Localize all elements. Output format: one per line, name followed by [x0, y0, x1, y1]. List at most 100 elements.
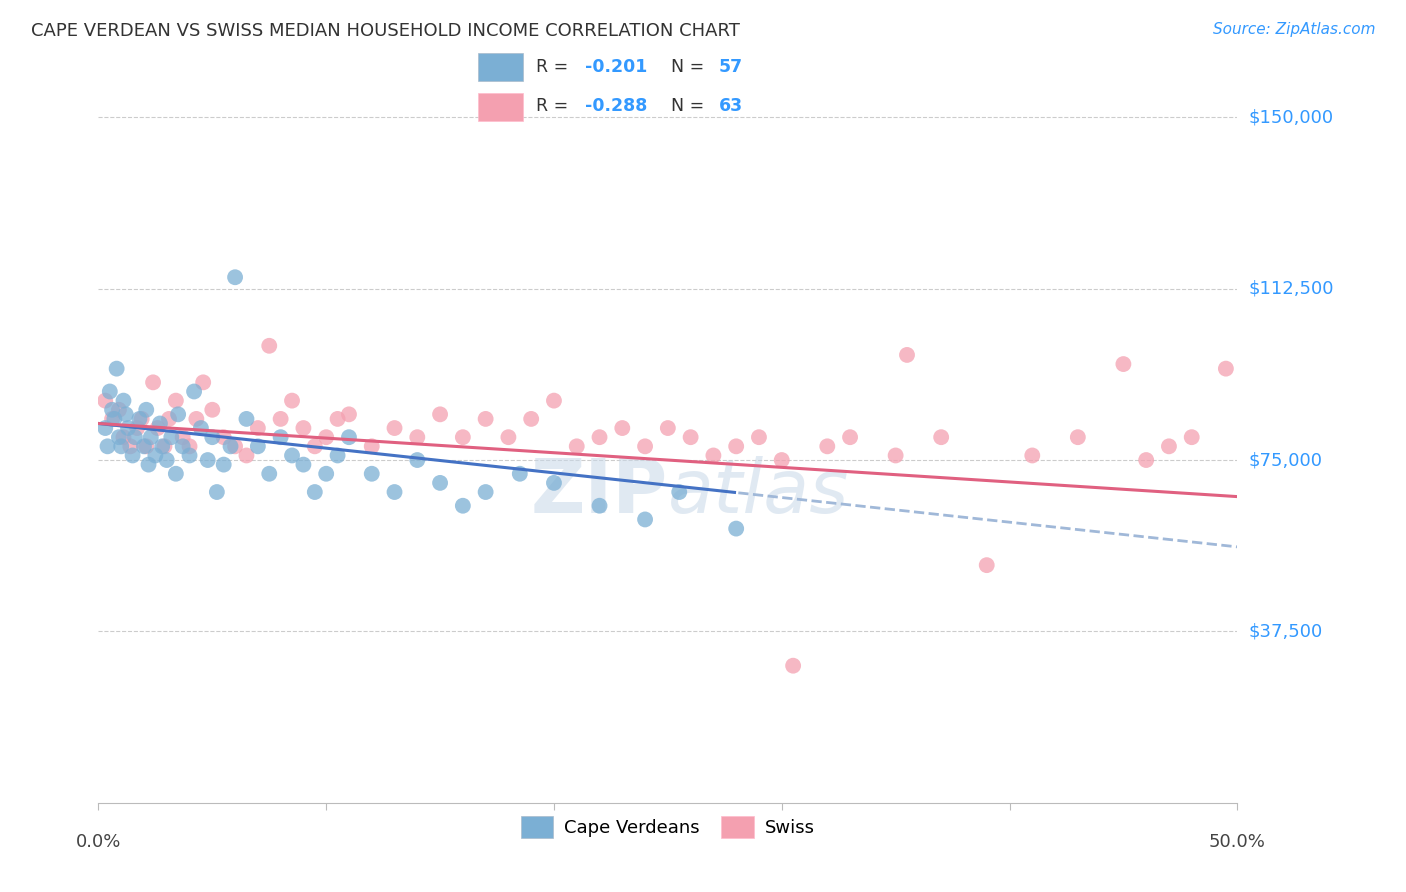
- Text: R =: R =: [536, 59, 574, 77]
- Point: [1067, 430, 1090, 444]
- Point: [1215, 361, 1237, 376]
- Point: [157, 412, 180, 426]
- Point: [121, 449, 143, 463]
- Point: [326, 412, 349, 426]
- Point: [326, 449, 349, 463]
- Point: [224, 270, 246, 285]
- Point: [179, 439, 201, 453]
- Point: [543, 393, 565, 408]
- Point: [929, 430, 952, 444]
- Point: [135, 439, 157, 453]
- Point: [1112, 357, 1135, 371]
- Point: [259, 339, 281, 353]
- Text: $112,500: $112,500: [1249, 280, 1334, 298]
- Legend: Cape Verdeans, Swiss: Cape Verdeans, Swiss: [513, 809, 823, 846]
- Point: [782, 658, 804, 673]
- Point: [235, 449, 257, 463]
- Point: [474, 412, 496, 426]
- Point: [246, 421, 269, 435]
- Point: [212, 458, 235, 472]
- Point: [509, 467, 531, 481]
- Point: [101, 412, 124, 426]
- Point: [748, 430, 770, 444]
- Point: [259, 467, 281, 481]
- Point: [150, 439, 173, 453]
- Point: [212, 430, 235, 444]
- Text: R =: R =: [536, 97, 574, 115]
- Point: [634, 512, 657, 526]
- Point: [219, 439, 242, 453]
- Point: [108, 430, 131, 444]
- Point: [193, 376, 215, 390]
- Point: [101, 402, 124, 417]
- Text: atlas: atlas: [668, 456, 849, 528]
- Point: [128, 412, 150, 426]
- Point: [103, 412, 125, 426]
- Point: [406, 430, 429, 444]
- Point: [1181, 430, 1204, 444]
- Text: Source: ZipAtlas.com: Source: ZipAtlas.com: [1212, 22, 1375, 37]
- Point: [270, 430, 292, 444]
- Point: [281, 449, 304, 463]
- Point: [451, 430, 474, 444]
- Point: [117, 421, 139, 435]
- Point: [304, 485, 326, 500]
- Point: [896, 348, 918, 362]
- Point: [588, 499, 610, 513]
- Point: [131, 412, 153, 426]
- Point: [498, 430, 520, 444]
- Point: [235, 412, 257, 426]
- Point: [884, 449, 907, 463]
- Text: -0.288: -0.288: [585, 97, 647, 115]
- Point: [142, 376, 165, 390]
- Point: [179, 449, 201, 463]
- Point: [246, 439, 269, 453]
- Point: [292, 458, 315, 472]
- Point: [337, 408, 360, 422]
- Point: [190, 421, 212, 435]
- Point: [1157, 439, 1180, 453]
- Point: [270, 412, 292, 426]
- Point: [197, 453, 219, 467]
- Bar: [478, 54, 523, 81]
- Point: [725, 522, 748, 536]
- Point: [679, 430, 702, 444]
- Point: [186, 412, 208, 426]
- Point: [634, 439, 657, 453]
- Point: [725, 439, 748, 453]
- Point: [108, 402, 131, 417]
- Point: [292, 421, 315, 435]
- Point: [304, 439, 326, 453]
- Point: [281, 393, 304, 408]
- Point: [702, 449, 724, 463]
- Point: [138, 458, 160, 472]
- Point: [114, 408, 136, 422]
- Text: 57: 57: [718, 59, 742, 77]
- Point: [105, 361, 128, 376]
- Point: [474, 485, 496, 500]
- Point: [657, 421, 679, 435]
- Point: [94, 393, 117, 408]
- Point: [145, 449, 167, 463]
- Point: [153, 439, 176, 453]
- Point: [112, 393, 135, 408]
- Point: [360, 467, 382, 481]
- Point: [588, 430, 610, 444]
- Point: [429, 475, 451, 490]
- Point: [96, 439, 118, 453]
- Point: [112, 430, 135, 444]
- Text: 63: 63: [718, 97, 742, 115]
- Point: [315, 467, 337, 481]
- Point: [224, 439, 246, 453]
- Point: [160, 430, 183, 444]
- Point: [172, 439, 194, 453]
- Point: [132, 439, 155, 453]
- Text: $37,500: $37,500: [1249, 623, 1323, 640]
- Text: $75,000: $75,000: [1249, 451, 1323, 469]
- Text: N =: N =: [671, 59, 710, 77]
- Text: ZIP: ZIP: [530, 456, 668, 529]
- Text: -0.201: -0.201: [585, 59, 647, 77]
- Text: CAPE VERDEAN VS SWISS MEDIAN HOUSEHOLD INCOME CORRELATION CHART: CAPE VERDEAN VS SWISS MEDIAN HOUSEHOLD I…: [31, 22, 740, 40]
- Point: [165, 467, 187, 481]
- Point: [127, 421, 149, 435]
